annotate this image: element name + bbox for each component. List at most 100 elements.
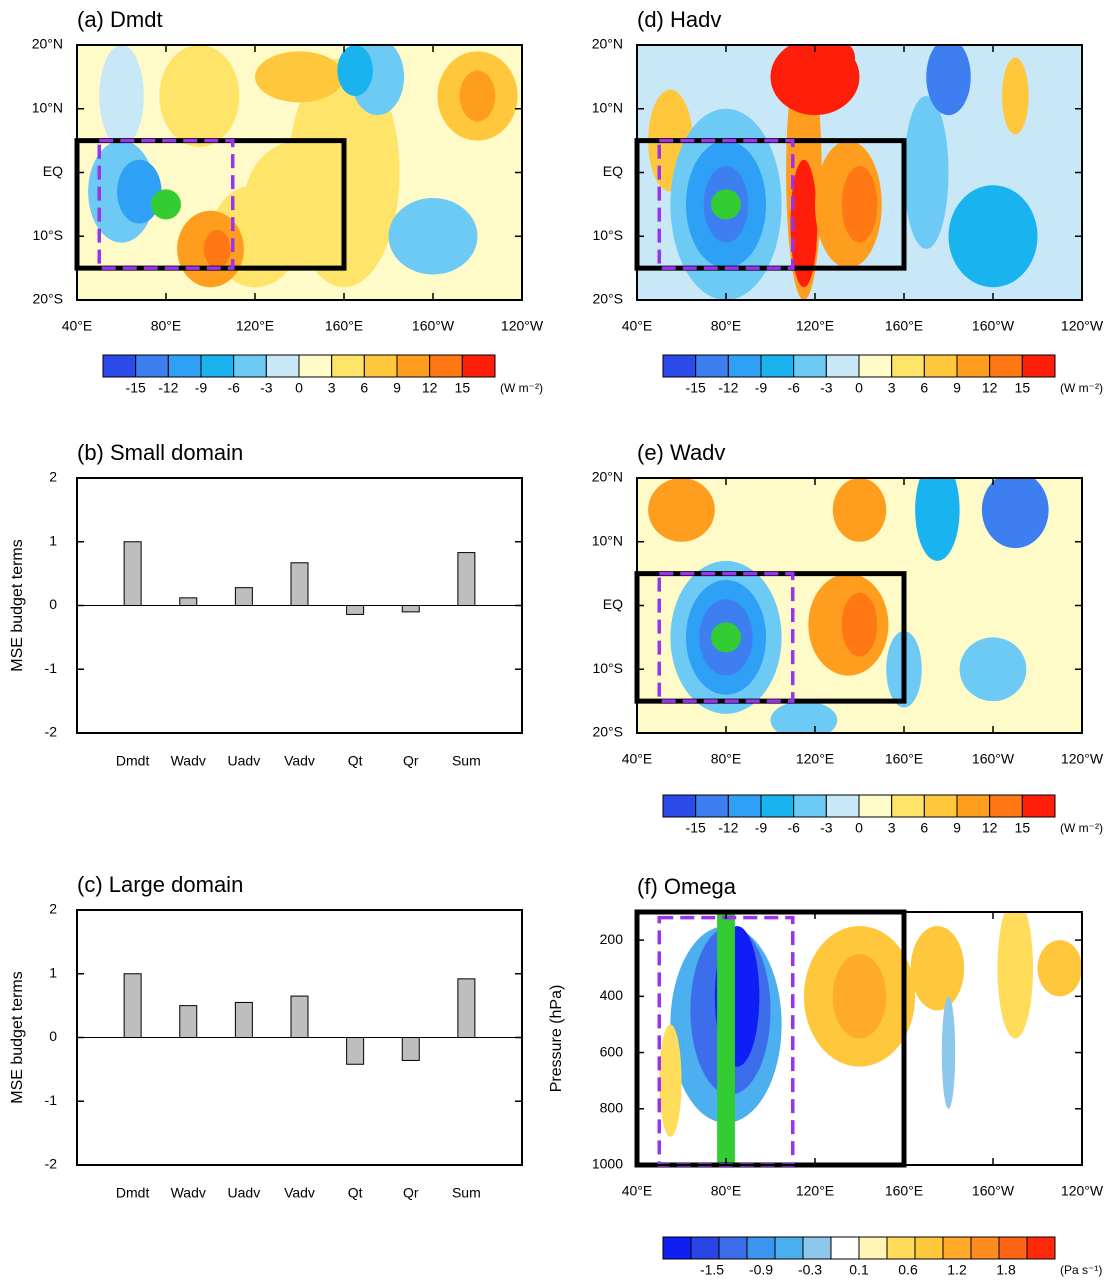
contour-blob	[926, 45, 971, 116]
y-tick-label: 10°S	[32, 227, 63, 243]
x-tick-label: 120°W	[1061, 1183, 1104, 1199]
contour-field	[637, 912, 1082, 1165]
colorbar-label: 12	[982, 820, 998, 836]
colorbar-label: 3	[888, 380, 896, 396]
contour-blob	[770, 701, 838, 733]
y-tick-label: 1	[49, 532, 57, 548]
marker-dot	[711, 189, 741, 220]
colorbar-label: 3	[328, 380, 336, 396]
contour-blob	[388, 198, 478, 275]
colorbar-swatch	[727, 354, 762, 378]
contour-blob	[810, 45, 856, 77]
bar	[179, 597, 198, 606]
contour-blob	[1037, 940, 1082, 997]
colorbar-swatch	[956, 354, 991, 378]
x-tick-label: 40°E	[622, 318, 653, 334]
y-tick-label: 20°S	[32, 291, 63, 307]
bar	[401, 605, 420, 613]
colorbar-swatch	[942, 1236, 972, 1260]
y-tick-label: 2	[49, 469, 57, 485]
y-tick-label: 800	[600, 1099, 624, 1115]
colorbar-label: 9	[393, 380, 401, 396]
contour-field	[77, 45, 522, 300]
y-tick-label: 600	[600, 1043, 624, 1059]
x-tick-label: 80°E	[711, 318, 742, 334]
panel-title: (b) Small domain	[77, 440, 243, 465]
contour-blob	[790, 159, 818, 288]
colorbar-label: 6	[920, 380, 928, 396]
y-axis-label: MSE budget terms	[9, 539, 26, 672]
y-tick-label: 0	[49, 1028, 57, 1044]
x-tick-label: Vadv	[284, 1185, 315, 1201]
colorbar-swatch	[396, 354, 431, 378]
colorbar-swatch	[265, 354, 300, 378]
contour-blob	[910, 926, 965, 1011]
x-tick-label: Qt	[348, 753, 363, 769]
contour-blob	[948, 185, 1038, 288]
colorbar-swatch	[923, 354, 958, 378]
colorbar-swatch	[760, 794, 795, 818]
colorbar-swatch	[793, 354, 827, 378]
y-axis-label: MSE budget terms	[9, 971, 26, 1104]
x-tick-label: 160°E	[885, 318, 923, 334]
colorbar-label: 0.6	[898, 1262, 918, 1278]
colorbar-label: -3	[820, 380, 833, 396]
colorbar-swatch	[956, 794, 991, 818]
contour-blob	[459, 70, 496, 122]
contour-blob	[159, 45, 240, 147]
colorbar-swatch	[1026, 1236, 1056, 1260]
x-tick-label: Sum	[452, 753, 481, 769]
colorbar-swatch	[891, 354, 925, 378]
colorbar-swatch	[886, 1236, 916, 1260]
contour-blob	[255, 51, 344, 103]
colorbar-swatch	[746, 1236, 776, 1260]
colorbar-label: 0.1	[849, 1262, 869, 1278]
colorbar-swatch	[774, 1236, 804, 1260]
x-tick-label: Wadv	[171, 1185, 206, 1201]
colorbar-swatch	[830, 1236, 860, 1260]
x-tick-label: Qt	[348, 1185, 363, 1201]
colorbar-swatch	[970, 1236, 1000, 1260]
colorbar-label: -3	[820, 820, 833, 836]
colorbar-swatch	[718, 1236, 748, 1260]
y-tick-label: -1	[45, 660, 58, 676]
contour-blob	[841, 592, 878, 657]
y-tick-label: 20°S	[592, 724, 623, 740]
contour-blob	[648, 478, 715, 542]
colorbar-swatch	[363, 354, 398, 378]
colorbar-label: 9	[953, 380, 961, 396]
x-tick-label: Qr	[403, 1185, 419, 1201]
x-tick-label: 160°E	[885, 1183, 923, 1199]
contour-blob	[203, 229, 231, 269]
colorbar-label: 15	[1015, 380, 1031, 396]
y-tick-label: -2	[45, 724, 58, 740]
panel-title: (d) Hadv	[637, 7, 721, 32]
contour-blob	[904, 96, 949, 249]
y-tick-label: EQ	[43, 163, 63, 179]
colorbar-swatch	[695, 354, 729, 378]
colorbar-swatch	[1021, 794, 1056, 818]
contour-blob	[117, 159, 162, 224]
colorbar-swatch	[662, 1236, 692, 1260]
y-tick-label: 10°S	[592, 660, 623, 676]
y-tick-label: -1	[45, 1092, 58, 1108]
colorbar-unit: (W m⁻²)	[1060, 821, 1103, 835]
panel-title: (f) Omega	[637, 874, 737, 899]
dashed-region-box	[657, 138, 795, 270]
colorbar-label: -9	[195, 380, 208, 396]
plot-frame	[636, 911, 1083, 1166]
colorbar-swatch	[858, 1236, 888, 1260]
colorbar-swatch	[690, 1236, 720, 1260]
colorbar-label: -1.5	[700, 1262, 724, 1278]
y-tick-label: 20°N	[32, 36, 63, 52]
bar	[290, 995, 309, 1038]
colorbar-swatch	[167, 354, 202, 378]
colorbar-label: -0.3	[798, 1262, 822, 1278]
contour-blob	[832, 954, 887, 1039]
plot-frame	[76, 477, 523, 734]
colorbar-swatch	[102, 354, 137, 378]
colorbar-label: -6	[787, 820, 800, 836]
x-tick-label: 160°W	[972, 1183, 1015, 1199]
marker-band	[717, 912, 735, 1165]
